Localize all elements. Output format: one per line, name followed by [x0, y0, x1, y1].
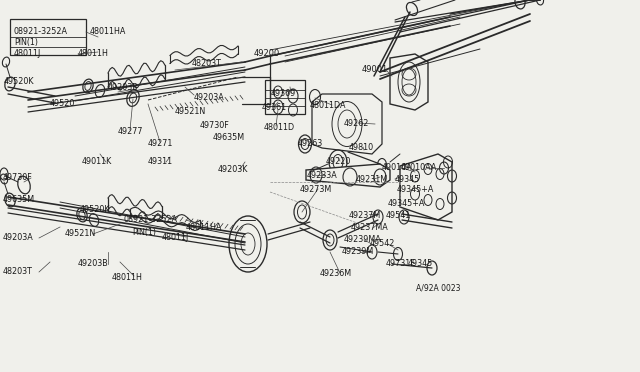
Text: PIN(1): PIN(1) — [132, 228, 156, 237]
Text: 49010A: 49010A — [382, 164, 413, 173]
Text: 49542: 49542 — [370, 240, 396, 248]
Text: 49541: 49541 — [386, 212, 412, 221]
Text: 49345+A: 49345+A — [388, 199, 426, 208]
Text: 08921-3252A: 08921-3252A — [124, 215, 178, 224]
Text: 48203T: 48203T — [192, 60, 222, 68]
Text: 49237M: 49237M — [349, 211, 381, 219]
Polygon shape — [306, 164, 390, 187]
Bar — [10, 19, 86, 55]
Text: 49521N: 49521N — [175, 108, 206, 116]
Text: 49233A: 49233A — [307, 171, 338, 180]
Text: PIN(1): PIN(1) — [14, 38, 38, 46]
Text: 49369: 49369 — [271, 89, 296, 97]
Text: 49345+A: 49345+A — [397, 186, 435, 195]
Text: 49520: 49520 — [50, 99, 76, 109]
Text: 49203B: 49203B — [108, 83, 139, 92]
Text: 49635M: 49635M — [213, 134, 245, 142]
Text: 48011H: 48011H — [78, 49, 109, 58]
Text: 48011DA: 48011DA — [310, 102, 346, 110]
Text: 49635M: 49635M — [3, 196, 35, 205]
Text: 48011J: 48011J — [14, 49, 41, 58]
Text: 49262: 49262 — [344, 119, 369, 128]
Text: 49237MA: 49237MA — [351, 224, 388, 232]
Text: 49361: 49361 — [262, 103, 287, 112]
Text: 49311: 49311 — [148, 157, 173, 167]
Text: 49239MA: 49239MA — [344, 235, 381, 244]
Text: 49730F: 49730F — [200, 122, 230, 131]
Text: 49231M: 49231M — [356, 174, 388, 183]
Text: 08921-3252A: 08921-3252A — [14, 28, 68, 36]
Text: 49810: 49810 — [349, 144, 374, 153]
Text: 49203A: 49203A — [194, 93, 225, 102]
Text: 49521N: 49521N — [65, 230, 96, 238]
Text: 49277: 49277 — [118, 128, 143, 137]
Text: 49263: 49263 — [298, 140, 323, 148]
Text: 49010AA: 49010AA — [401, 164, 437, 173]
Text: 48011HA: 48011HA — [186, 224, 222, 232]
Text: 48203T: 48203T — [3, 267, 33, 276]
Text: 49273M: 49273M — [300, 186, 332, 195]
Text: 49520K: 49520K — [80, 205, 111, 215]
Text: A/92A 0023: A/92A 0023 — [416, 283, 461, 292]
Polygon shape — [265, 80, 305, 114]
Text: 48011H: 48011H — [112, 273, 143, 282]
Polygon shape — [312, 94, 382, 154]
Text: 49236M: 49236M — [320, 269, 352, 279]
Text: 49345: 49345 — [395, 174, 420, 183]
Text: 49239M: 49239M — [342, 247, 374, 257]
Polygon shape — [400, 154, 452, 220]
Text: 49271: 49271 — [148, 140, 173, 148]
Text: 49011K: 49011K — [82, 157, 112, 167]
Polygon shape — [390, 54, 428, 110]
Text: 49203A: 49203A — [3, 234, 34, 243]
Text: 48011J: 48011J — [162, 232, 189, 241]
Text: 49220: 49220 — [326, 157, 351, 167]
Text: 48011D: 48011D — [264, 122, 295, 131]
Text: 49001: 49001 — [362, 65, 388, 74]
Text: 49203K: 49203K — [218, 166, 248, 174]
Text: 49520K: 49520K — [4, 77, 35, 87]
Text: 49730F: 49730F — [3, 173, 33, 183]
Text: 49345: 49345 — [408, 260, 433, 269]
Ellipse shape — [229, 216, 267, 272]
Text: 49203B: 49203B — [78, 260, 109, 269]
Text: 49731E: 49731E — [386, 260, 416, 269]
Text: 48011HA: 48011HA — [90, 28, 126, 36]
Text: 49200: 49200 — [254, 49, 280, 58]
